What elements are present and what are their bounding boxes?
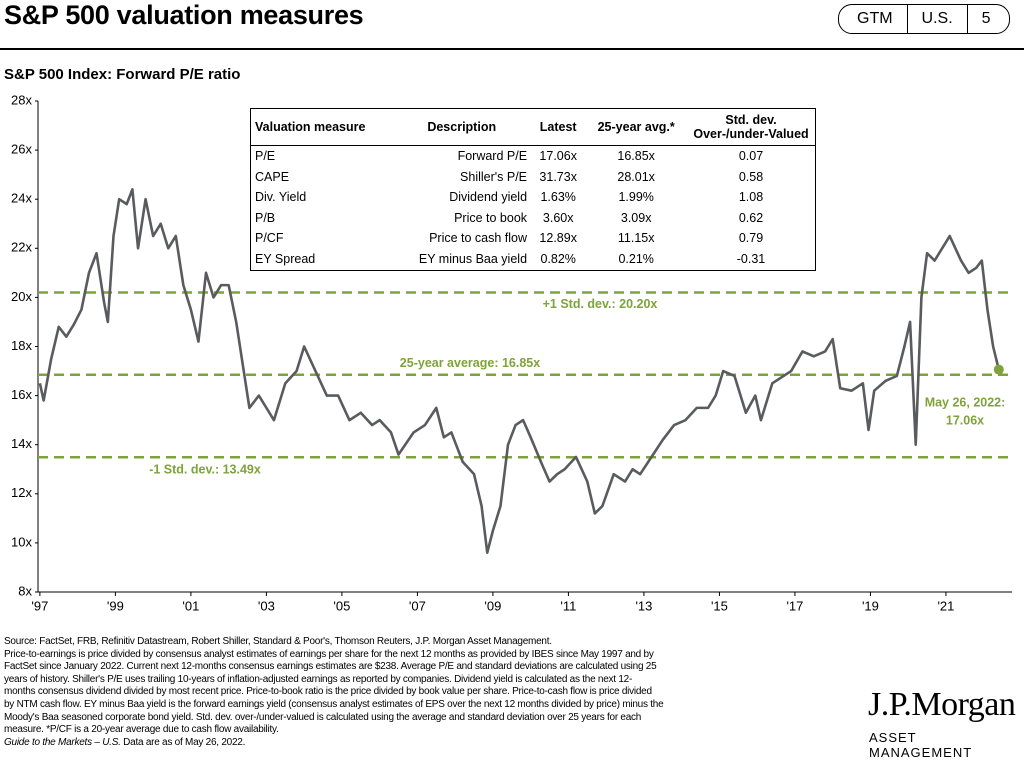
logo-sub: ASSET MANAGEMENT xyxy=(869,730,973,760)
y-tick-label: 8x xyxy=(18,583,32,598)
table-cell: Price to book xyxy=(454,210,528,225)
logo: J.P.Morgan xyxy=(868,686,1016,723)
table-row: Div. Yield Dividend yield 1.63% 1.99% 1.08 xyxy=(251,187,815,208)
badge: 5 xyxy=(966,5,1009,33)
chart: 8x 10x 12x 14x 16x 18x 20x 22x 24x 26x 28x '97 '99 '0… xyxy=(11,92,1012,613)
table-cell: P/CF xyxy=(255,231,284,246)
table-cell: Price to cash flow xyxy=(429,231,528,246)
y-tick-label: 16x xyxy=(11,387,32,402)
table-row: P/E Forward P/E 17.06x 16.85x 0.07 xyxy=(251,146,815,167)
x-tick-label: '05 xyxy=(333,598,350,613)
y-tick-label: 26x xyxy=(11,142,32,157)
table-cell: 1.63% xyxy=(540,190,576,205)
end-label: 17.06x xyxy=(946,413,984,427)
table-cell: 0.07 xyxy=(738,149,764,164)
table-cell: 1.99% xyxy=(618,190,654,205)
footnote-line: months consensus dividend divided by mos… xyxy=(4,686,652,698)
x-tick-label: '03 xyxy=(258,598,275,613)
footnote-line: years of history. Shiller's P/E uses tra… xyxy=(4,673,633,685)
header-rule xyxy=(0,48,1024,50)
table-cell: P/E xyxy=(255,149,276,164)
footnote-text: Data are as of May 26, 2022. xyxy=(120,736,246,748)
table-cell: 11.15x xyxy=(617,231,655,246)
table-cell: EY Spread xyxy=(255,251,316,266)
footnote-line: Price-to-earnings is price divided by co… xyxy=(4,648,654,660)
x-tick-label: '19 xyxy=(862,598,879,613)
footnotes: Source: FactSet, FRB, Refinitiv Datastre… xyxy=(4,636,864,749)
table-cell: 1.08 xyxy=(738,190,764,205)
x-tick-label: '11 xyxy=(560,598,576,613)
footnote-line: FactSet since January 2022. Current next… xyxy=(4,661,657,673)
y-tick-label: 18x xyxy=(11,338,32,353)
page-title: S&P 500 valuation measures xyxy=(4,0,364,30)
footnote-italic: Guide to the Markets – U.S. xyxy=(4,736,121,748)
table-cell: 0.58 xyxy=(738,169,764,184)
reference-label: +1 Std. dev.: 20.20x xyxy=(543,297,658,311)
badge: GTM xyxy=(857,10,893,27)
table-cell: EY minus Baa yield xyxy=(418,251,528,266)
latest-point xyxy=(993,364,1004,375)
column-header: Std. dev. Over-/under-Valued xyxy=(687,109,815,146)
table-cell: Dividend yield xyxy=(449,190,528,205)
table-cell: Div. Yield xyxy=(255,190,307,205)
table-header: Valuation measure Description Latest 25-yea… xyxy=(251,109,815,146)
footnote-line: measure. *P/CF is a 20-year average due … xyxy=(4,724,279,736)
table: Valuation measure Description Latest 25-yea… xyxy=(251,109,815,269)
y-tick-label: 22x xyxy=(11,240,32,255)
table-cell: 17.06x xyxy=(539,149,577,164)
x-tick-label: '07 xyxy=(409,598,426,613)
y-tick-label: 28x xyxy=(11,92,32,107)
x-tick-label: '97 xyxy=(31,598,48,613)
table-cell: 16.85x xyxy=(617,149,655,164)
table-cell: 3.60x xyxy=(542,210,574,225)
badge: U.S. xyxy=(906,5,967,33)
table-cell: 0.82% xyxy=(540,251,576,266)
table-cell: 12.89x xyxy=(539,231,577,246)
y-tick-label: 20x xyxy=(11,289,32,304)
table-cell: CAPE xyxy=(255,169,290,184)
footnote-line: Guide to the Markets – U.S. Data are as … xyxy=(4,737,864,750)
table-cell: 0.21% xyxy=(618,251,654,266)
table-cell: 0.62 xyxy=(738,210,764,225)
footnote-line: by NTM cash flow. EY minus Baa yield is … xyxy=(4,698,664,710)
table-cell: Forward P/E xyxy=(457,149,528,164)
table-cell: P/B xyxy=(255,210,276,225)
table-cell: 3.09x xyxy=(620,210,652,225)
chart-title: S&P 500 Index: Forward P/E ratio xyxy=(4,66,241,83)
badges: GTM U.S. 5 xyxy=(838,4,1010,34)
table-row: EY Spread EY minus Baa yield 0.82% 0.21% -0.… xyxy=(251,249,815,270)
reference-label: -1 Std. dev.: 13.49x xyxy=(149,463,261,477)
footnote-line: Moody's Baa seasoned corporate bond yiel… xyxy=(4,711,642,723)
column-header: Latest xyxy=(531,109,586,146)
table-cell: -0.31 xyxy=(736,251,766,266)
column-header: Description xyxy=(392,109,532,146)
table-cell: 31.73x xyxy=(539,169,577,184)
table-cell: 28.01x xyxy=(617,169,655,184)
y-tick-label: 24x xyxy=(11,191,32,206)
y-tick-label: 10x xyxy=(11,534,32,549)
y-tick-label: 14x xyxy=(11,436,32,451)
x-tick-label: '13 xyxy=(635,598,652,613)
x-tick-label: '21 xyxy=(937,598,954,613)
table-cell: 0.79 xyxy=(738,231,764,246)
x-tick-label: '01 xyxy=(182,598,199,613)
y-tick-label: 12x xyxy=(11,485,32,500)
x-tick-label: '09 xyxy=(484,598,501,613)
x-tick-label: '17 xyxy=(786,598,803,613)
valuation-table: Valuation measure Description Latest 25-yea… xyxy=(250,108,816,271)
table-row: P/B Price to book 3.60x 3.09x 0.62 xyxy=(251,208,815,229)
footnote-line: Source: FactSet, FRB, Refinitiv Datastre… xyxy=(4,636,552,647)
table-row: P/CF Price to cash flow 12.89x 11.15x 0.79 xyxy=(251,228,815,249)
table-cell: Shiller's P/E xyxy=(460,169,528,184)
table-row: CAPE Shiller's P/E 31.73x 28.01x 0.58 xyxy=(251,167,815,188)
table-body: P/E Forward P/E 17.06x 16.85x 0.07 CAPE Shille… xyxy=(251,146,815,270)
end-label: May 26, 2022: xyxy=(925,395,1006,409)
column-header: 25-year avg.* xyxy=(585,109,687,146)
pe-line xyxy=(38,188,1001,555)
reference-label: 25-year average: 16.85x xyxy=(400,356,540,370)
x-tick-label: '99 xyxy=(107,598,124,613)
x-tick-label: '15 xyxy=(711,598,728,613)
column-header: Valuation measure xyxy=(251,109,393,146)
